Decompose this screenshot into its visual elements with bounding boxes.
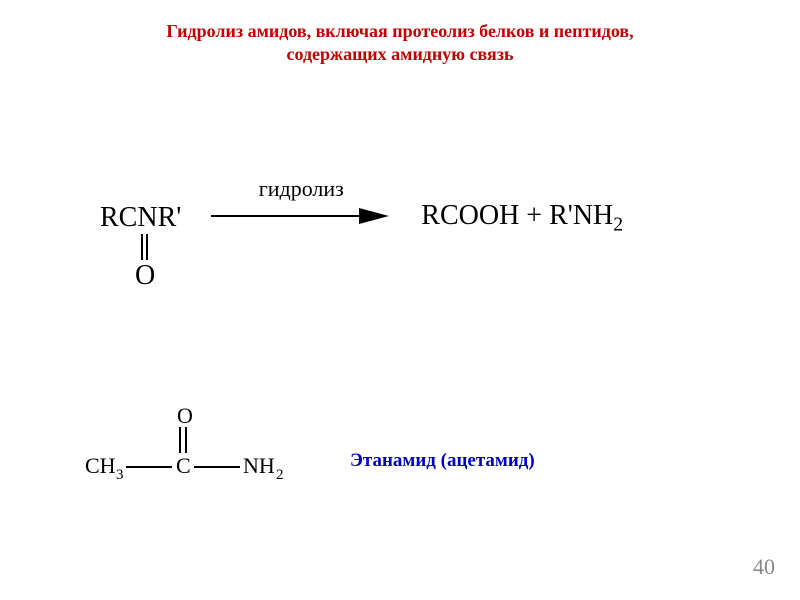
structure-nh-sub: 2 [276, 467, 284, 483]
structure-ch3: CH [85, 453, 116, 478]
products-subscript: 2 [613, 215, 623, 236]
structure-nh: NH [243, 453, 275, 478]
structure-ch3-sub: 3 [116, 467, 124, 483]
reaction-arrow-icon [211, 204, 391, 228]
title-line-1: Гидролиз амидов, включая протеолиз белко… [0, 20, 800, 43]
reactant-oxygen: O [135, 260, 155, 292]
products-formula: RCOOH + R'NH [421, 200, 613, 231]
reactant-formula: RCNR' [100, 202, 181, 233]
reaction-equation: RCNR' O гидролиз RCOOH + R'NH2 [100, 200, 623, 237]
reactant-amide: RCNR' O [100, 202, 181, 234]
acetamide-structure: O CH 3 C NH 2 [80, 405, 300, 505]
structure-c: C [176, 453, 191, 478]
title-line-2: содержащих амидную связь [0, 43, 800, 66]
reaction-products: RCOOH + R'NH2 [421, 200, 623, 237]
page-number: 40 [753, 554, 775, 580]
slide-title: Гидролиз амидов, включая протеолиз белко… [0, 0, 800, 67]
structure-o: O [177, 405, 193, 428]
arrow-label: гидролиз [259, 176, 344, 202]
structure-diagram: O CH 3 C NH 2 [80, 405, 300, 500]
structure-name-label: Этанамид (ацетамид) [350, 450, 535, 472]
reaction-arrow-group: гидролиз [211, 204, 391, 233]
